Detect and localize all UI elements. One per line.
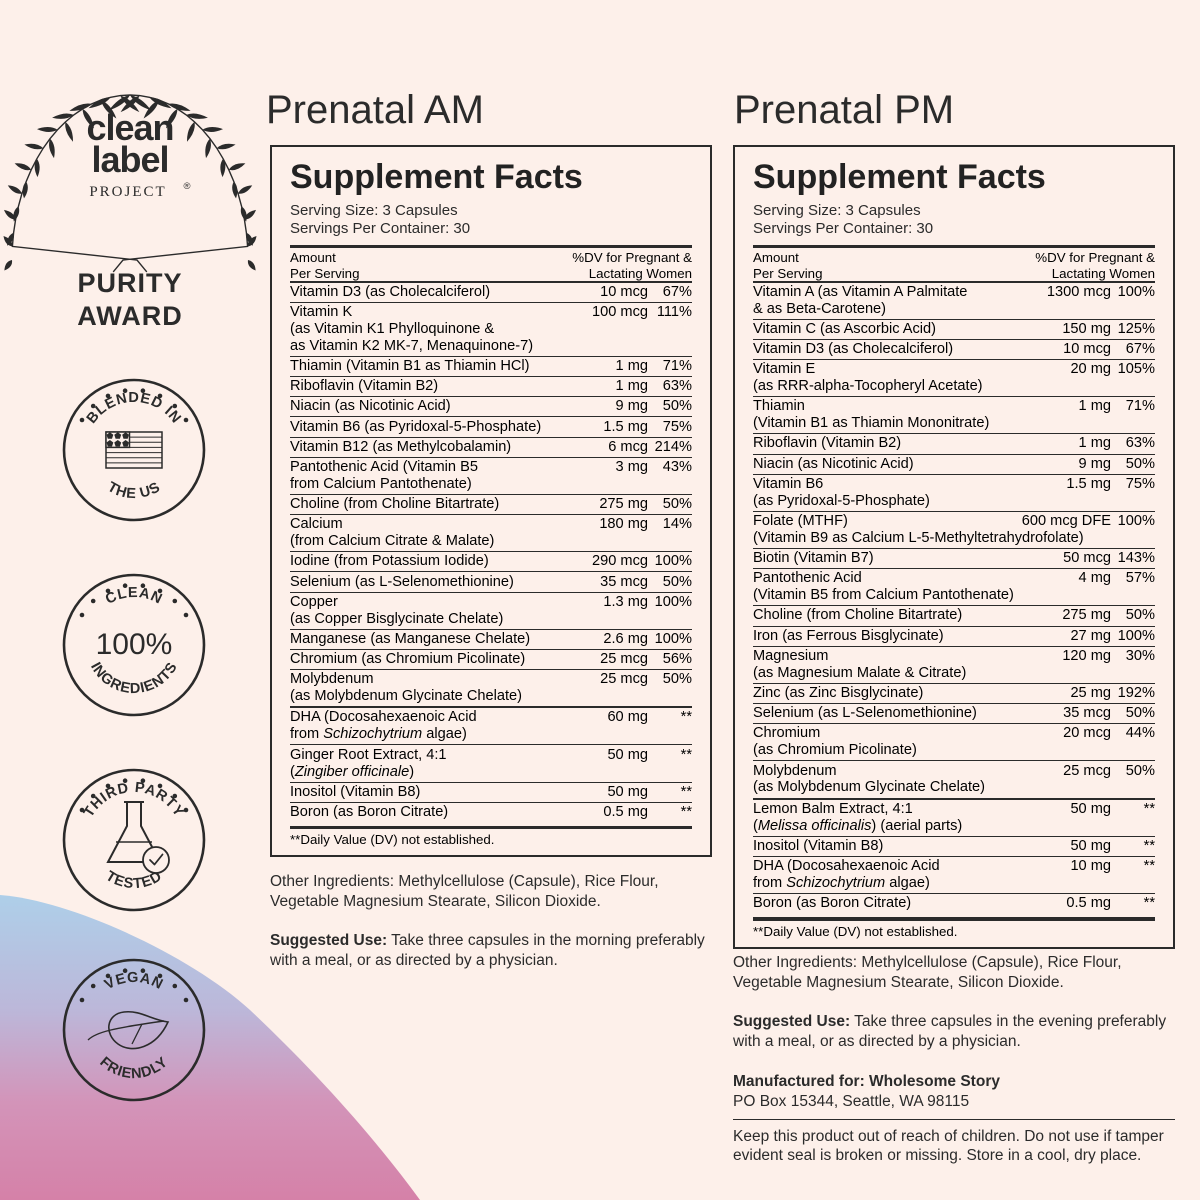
svg-text:FRIENDLY: FRIENDLY [96,1054,171,1082]
svg-text:PROJECT: PROJECT [89,184,166,200]
svg-text:CLEAN: CLEAN [103,585,165,608]
svg-text:PURITY: PURITY [77,268,182,298]
svg-text:BLENDED IN: BLENDED IN [84,390,184,427]
svg-text:THE US: THE US [105,479,164,502]
svg-text:AWARD: AWARD [77,301,183,331]
svg-text:®: ® [184,181,191,192]
svg-text:THIRD PARTY: THIRD PARTY [81,780,187,820]
svg-text:INGREDIENTS: INGREDIENTS [87,659,181,697]
svg-text:VEGAN: VEGAN [102,970,166,993]
svg-text:100%: 100% [96,628,173,661]
svg-text:label: label [91,139,168,180]
